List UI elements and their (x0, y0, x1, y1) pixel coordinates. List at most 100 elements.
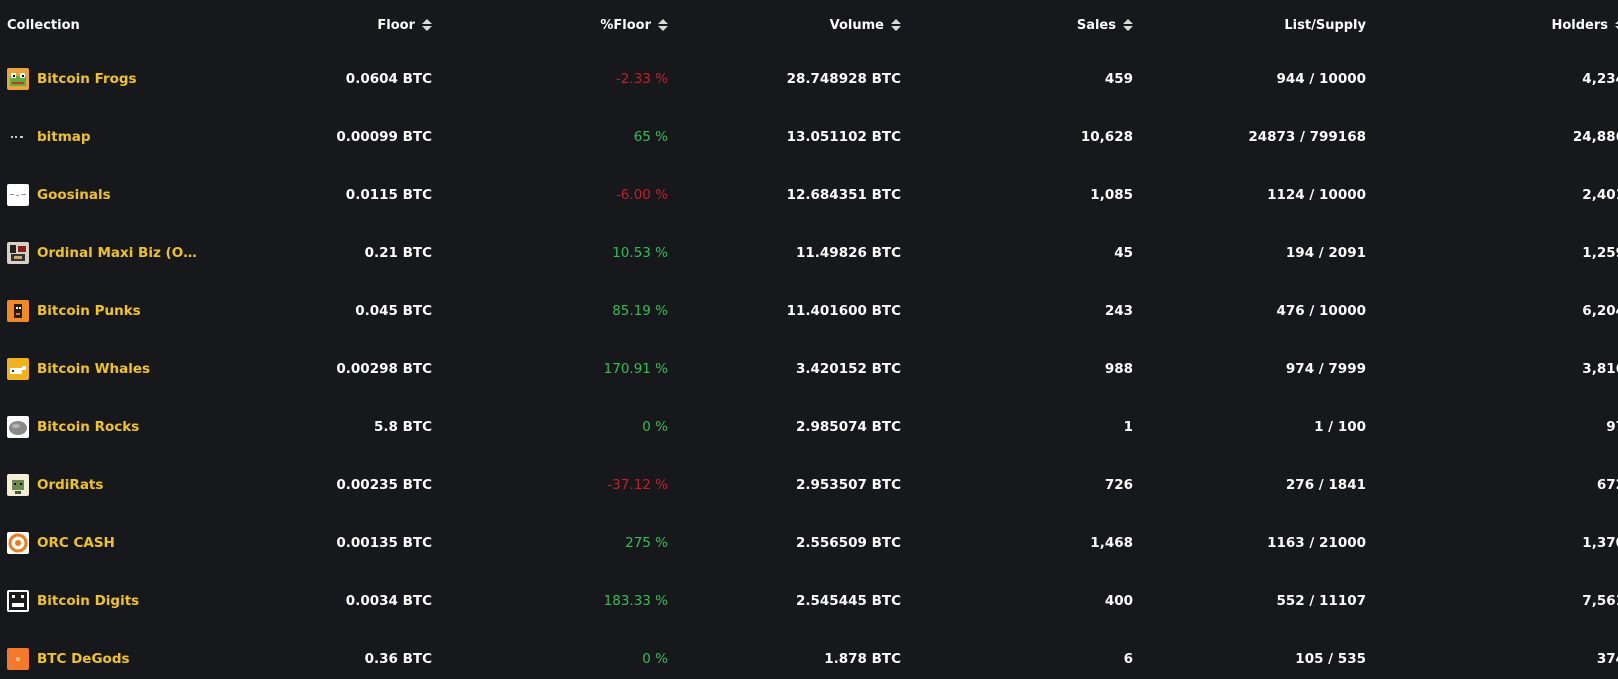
collection-name[interactable]: bitmap (37, 129, 91, 145)
sort-icon[interactable] (1614, 19, 1618, 31)
sales-cell: 459 (1104, 71, 1133, 87)
table-row[interactable]: Bitcoin Punks 0.045 BTC 85.19 % 11.40160… (0, 282, 1618, 340)
volume-cell: 12.684351 BTC (786, 187, 901, 203)
sort-icon[interactable] (421, 19, 432, 31)
floor-cell: 0.0034 BTC (345, 593, 432, 609)
sort-icon[interactable] (890, 19, 901, 31)
holders-cell: 2,401 (1582, 187, 1618, 203)
sales-cell: 1,468 (1090, 535, 1133, 551)
table-row[interactable]: Bitcoin Rocks 5.8 BTC 0 % 2.985074 BTC 1… (0, 398, 1618, 456)
collection-name[interactable]: Ordinal Maxi Biz (OM... (37, 245, 197, 261)
sort-icon[interactable] (1122, 19, 1133, 31)
list-supply-cell: 1124 / 10000 (1267, 187, 1366, 203)
volume-cell: 1.878 BTC (824, 651, 901, 667)
holders-cell: 24,886 (1572, 129, 1618, 145)
orc-cash-icon (7, 532, 29, 554)
volume-cell: 28.748928 BTC (786, 71, 901, 87)
table-row[interactable]: Bitcoin Frogs 0.0604 BTC -2.33 % 28.7489… (0, 50, 1618, 108)
collection-name[interactable]: Bitcoin Punks (37, 303, 141, 319)
pct-floor-cell: 0 % (642, 419, 668, 435)
sales-cell: 45 (1114, 245, 1133, 261)
sort-icon[interactable] (657, 19, 668, 31)
degods-icon (7, 648, 29, 670)
collection-name[interactable]: Goosinals (37, 187, 111, 203)
list-supply-cell: 24873 / 799168 (1248, 129, 1366, 145)
list-supply-cell: 944 / 10000 (1276, 71, 1366, 87)
header-collection-label: Collection (7, 17, 80, 33)
header-list-supply-label: List/Supply (1284, 17, 1366, 33)
header-pct-floor-label: %Floor (600, 17, 651, 33)
volume-cell: 2.985074 BTC (796, 419, 901, 435)
holders-cell: 6,204 (1582, 303, 1618, 319)
header-list-supply: List/Supply (1133, 0, 1366, 50)
floor-cell: 0.21 BTC (364, 245, 432, 261)
holders-cell: 97 (1606, 419, 1618, 435)
pct-floor-cell: 275 % (625, 535, 668, 551)
collection-cell: Bitcoin Punks (0, 282, 217, 340)
holders-cell: 7,561 (1582, 593, 1618, 609)
list-supply-cell: 1 / 100 (1314, 419, 1366, 435)
pct-floor-cell: -2.33 % (615, 71, 668, 87)
omb-icon (7, 242, 29, 264)
table-row[interactable]: Ordinal Maxi Biz (OM... 0.21 BTC 10.53 %… (0, 224, 1618, 282)
collection-name[interactable]: ORC CASH (37, 535, 115, 551)
sales-cell: 726 (1104, 477, 1133, 493)
header-pct-floor[interactable]: %Floor (432, 0, 668, 50)
collection-name[interactable]: Bitcoin Whales (37, 361, 151, 377)
pct-floor-cell: 85.19 % (612, 303, 668, 319)
sales-cell: 10,628 (1080, 129, 1133, 145)
list-supply-cell: 476 / 10000 (1276, 303, 1366, 319)
header-sales-label: Sales (1076, 17, 1116, 33)
collection-cell: Goosinals (0, 166, 217, 224)
collection-name[interactable]: Bitcoin Frogs (37, 71, 137, 87)
table-row[interactable]: Bitcoin Whales 0.00298 BTC 170.91 % 3.42… (0, 340, 1618, 398)
table-row[interactable]: ORC CASH 0.00135 BTC 275 % 2.556509 BTC … (0, 514, 1618, 572)
holders-cell: 374 (1596, 651, 1618, 667)
table-body: Bitcoin Frogs 0.0604 BTC -2.33 % 28.7489… (0, 50, 1618, 679)
collection-cell: Bitcoin Digits (0, 572, 217, 630)
volume-cell: 2.953507 BTC (796, 477, 901, 493)
list-supply-cell: 974 / 7999 (1285, 361, 1366, 377)
collection-name[interactable]: Bitcoin Digits (37, 593, 140, 609)
floor-cell: 0.00135 BTC (336, 535, 432, 551)
sales-cell: 243 (1104, 303, 1133, 319)
rat-icon (7, 474, 29, 496)
collection-cell: Bitcoin Frogs (0, 50, 217, 108)
list-supply-cell: 194 / 2091 (1285, 245, 1366, 261)
punk-icon (7, 300, 29, 322)
holders-cell: 3,816 (1582, 361, 1618, 377)
header-sales[interactable]: Sales (901, 0, 1133, 50)
holders-cell: 1,259 (1582, 245, 1618, 261)
header-volume[interactable]: Volume (668, 0, 901, 50)
floor-cell: 5.8 BTC (373, 419, 432, 435)
sales-cell: 1,085 (1090, 187, 1133, 203)
table-row[interactable]: bitmap 0.00099 BTC 65 % 13.051102 BTC 10… (0, 108, 1618, 166)
pct-floor-cell: 170.91 % (603, 361, 668, 377)
collection-cell: bitmap (0, 108, 217, 166)
digits-icon (7, 590, 29, 612)
floor-cell: 0.36 BTC (364, 651, 432, 667)
header-floor[interactable]: Floor (217, 0, 432, 50)
pct-floor-cell: 10.53 % (612, 245, 668, 261)
floor-cell: 0.045 BTC (355, 303, 432, 319)
collection-name[interactable]: OrdiRats (37, 477, 104, 493)
header-holders[interactable]: Holders (1366, 0, 1618, 50)
volume-cell: 2.556509 BTC (796, 535, 901, 551)
table-row[interactable]: BTC DeGods 0.36 BTC 0 % 1.878 BTC 6 105 … (0, 630, 1618, 679)
table-row[interactable]: Goosinals 0.0115 BTC -6.00 % 12.684351 B… (0, 166, 1618, 224)
pct-floor-cell: -6.00 % (615, 187, 668, 203)
holders-cell: 672 (1596, 477, 1618, 493)
sales-cell: 6 (1123, 651, 1133, 667)
holders-cell: 4,234 (1582, 71, 1618, 87)
table-row[interactable]: Bitcoin Digits 0.0034 BTC 183.33 % 2.545… (0, 572, 1618, 630)
header-collection: Collection (0, 0, 217, 50)
collection-name[interactable]: Bitcoin Rocks (37, 419, 140, 435)
sales-cell: 1 (1123, 419, 1133, 435)
header-holders-label: Holders (1551, 17, 1608, 33)
table-header: Collection Floor %Floor Volum (0, 0, 1618, 50)
collection-name[interactable]: BTC DeGods (37, 651, 130, 667)
table-row[interactable]: OrdiRats 0.00235 BTC -37.12 % 2.953507 B… (0, 456, 1618, 514)
floor-cell: 0.00099 BTC (336, 129, 432, 145)
